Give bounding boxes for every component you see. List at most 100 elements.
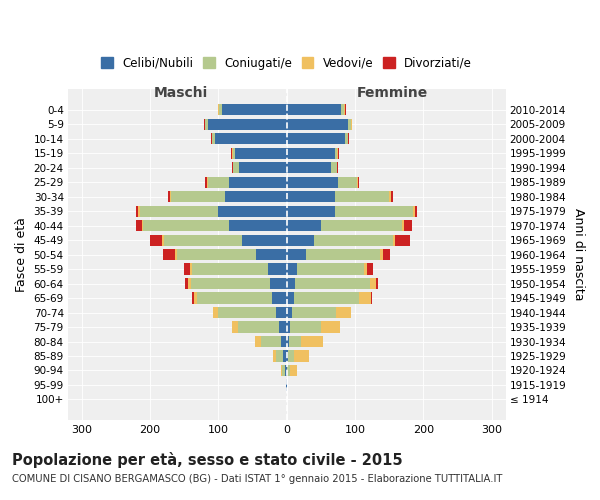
Bar xyxy=(287,322,290,332)
Bar xyxy=(238,322,278,332)
Bar xyxy=(293,292,359,304)
Bar xyxy=(287,148,335,159)
Bar xyxy=(218,307,277,318)
Bar xyxy=(287,220,321,232)
Bar xyxy=(136,206,139,217)
Bar xyxy=(287,350,288,362)
Bar xyxy=(140,206,218,217)
Bar xyxy=(380,249,383,260)
Bar xyxy=(287,206,335,217)
Bar xyxy=(175,249,178,260)
Bar xyxy=(233,162,239,173)
Bar xyxy=(287,249,306,260)
Bar xyxy=(358,176,359,188)
Bar xyxy=(208,118,287,130)
Y-axis label: Anni di nascita: Anni di nascita xyxy=(572,208,585,301)
Bar xyxy=(338,148,339,159)
Bar xyxy=(232,148,233,159)
Bar xyxy=(232,322,238,332)
Bar xyxy=(297,264,364,275)
Bar xyxy=(277,307,287,318)
Bar xyxy=(163,234,164,246)
Bar xyxy=(225,191,287,202)
Bar xyxy=(168,191,170,202)
Bar xyxy=(376,278,379,289)
Bar xyxy=(219,104,222,116)
Bar xyxy=(287,234,314,246)
Bar xyxy=(345,133,347,144)
Bar xyxy=(288,350,293,362)
Bar xyxy=(395,234,410,246)
Bar xyxy=(191,278,269,289)
Bar xyxy=(163,249,175,260)
Bar xyxy=(335,206,413,217)
Bar xyxy=(348,133,349,144)
Bar xyxy=(287,176,338,188)
Bar xyxy=(287,191,335,202)
Bar xyxy=(413,206,415,217)
Bar xyxy=(273,350,277,362)
Bar xyxy=(293,350,308,362)
Bar xyxy=(205,176,208,188)
Bar xyxy=(194,292,197,304)
Bar xyxy=(347,133,348,144)
Bar xyxy=(286,380,287,390)
Bar xyxy=(281,336,287,347)
Bar xyxy=(287,104,341,116)
Bar xyxy=(389,191,391,202)
Bar xyxy=(184,264,190,275)
Bar xyxy=(295,278,370,289)
Bar xyxy=(337,148,338,159)
Bar xyxy=(256,249,287,260)
Bar xyxy=(335,191,389,202)
Bar xyxy=(284,365,287,376)
Bar xyxy=(242,234,287,246)
Bar xyxy=(290,322,321,332)
Bar xyxy=(213,307,218,318)
Bar xyxy=(239,162,287,173)
Bar xyxy=(341,104,344,116)
Bar xyxy=(287,118,348,130)
Bar xyxy=(336,307,351,318)
Bar xyxy=(235,148,287,159)
Bar xyxy=(306,249,380,260)
Bar xyxy=(205,118,208,130)
Text: COMUNE DI CISANO BERGAMASCO (BG) - Dati ISTAT 1° gennaio 2015 - Elaborazione TUT: COMUNE DI CISANO BERGAMASCO (BG) - Dati … xyxy=(12,474,502,484)
Legend: Celibi/Nubili, Coniugati/e, Vedovi/e, Divorziati/e: Celibi/Nubili, Coniugati/e, Vedovi/e, Di… xyxy=(97,52,477,74)
Bar xyxy=(178,249,256,260)
Bar xyxy=(287,307,292,318)
Bar xyxy=(357,176,358,188)
Bar xyxy=(370,278,376,289)
Bar xyxy=(281,365,282,376)
Bar xyxy=(218,104,219,116)
Bar xyxy=(261,336,281,347)
Bar xyxy=(289,336,301,347)
Bar xyxy=(287,292,293,304)
Bar xyxy=(301,336,323,347)
Bar xyxy=(170,191,225,202)
Bar xyxy=(256,336,261,347)
Bar xyxy=(321,220,401,232)
Bar xyxy=(193,264,268,275)
Bar xyxy=(371,292,372,304)
Text: Maschi: Maschi xyxy=(154,86,208,100)
Bar xyxy=(212,133,215,144)
Bar xyxy=(233,148,235,159)
Bar xyxy=(143,220,229,232)
Text: Popolazione per età, sesso e stato civile - 2015: Popolazione per età, sesso e stato civil… xyxy=(12,452,403,468)
Bar xyxy=(218,206,287,217)
Bar xyxy=(314,234,393,246)
Bar xyxy=(292,307,336,318)
Bar xyxy=(359,292,371,304)
Bar xyxy=(415,206,418,217)
Bar xyxy=(344,104,345,116)
Bar xyxy=(268,264,287,275)
Bar xyxy=(222,104,287,116)
Bar xyxy=(211,133,212,144)
Y-axis label: Fasce di età: Fasce di età xyxy=(15,217,28,292)
Bar xyxy=(338,176,357,188)
Bar xyxy=(142,220,143,232)
Bar xyxy=(136,220,142,232)
Bar xyxy=(282,365,284,376)
Bar xyxy=(393,234,395,246)
